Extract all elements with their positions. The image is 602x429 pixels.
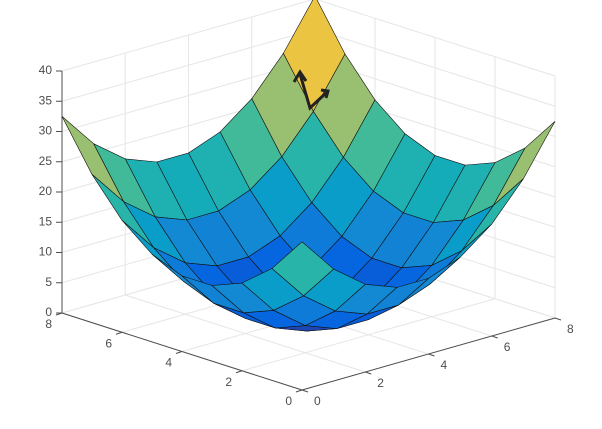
- z-tick-label: 35: [39, 93, 53, 107]
- z-tick-label: 25: [39, 154, 53, 168]
- grid-line: [314, 28, 556, 107]
- y-tick-label: 6: [105, 336, 112, 350]
- z-tick-label: 0: [45, 305, 52, 319]
- surface: [61, 0, 556, 332]
- x-tick-label: 6: [504, 340, 511, 354]
- x-tick-label: 0: [314, 394, 321, 408]
- grid-line: [61, 28, 316, 102]
- z-tick-label: 40: [39, 63, 53, 77]
- tick-mark: [295, 389, 303, 393]
- z-tick-label: 20: [39, 184, 53, 198]
- z-tick-label: 5: [45, 275, 52, 289]
- grid-line: [241, 298, 496, 372]
- tick-mark: [428, 353, 435, 357]
- tick-mark: [235, 370, 243, 374]
- grid-line: [61, 0, 314, 72]
- y-tick-label: 2: [225, 375, 232, 389]
- tick-mark: [115, 331, 123, 335]
- x-tick-label: 8: [567, 322, 574, 336]
- y-tick-label: 4: [165, 356, 172, 370]
- y-tick-label: 0: [285, 394, 292, 408]
- y-tick-label: 8: [45, 317, 52, 331]
- x-tick-label: 4: [441, 358, 448, 372]
- tick-mark: [301, 389, 309, 393]
- z-tick-label: 15: [39, 214, 53, 228]
- grid-line: [316, 0, 556, 77]
- tick-mark: [554, 317, 562, 321]
- surface-patch: [271, 241, 335, 297]
- tick-mark: [491, 335, 498, 339]
- tick-mark: [365, 371, 372, 375]
- x-tick-label: 2: [377, 376, 384, 390]
- arrow-annotation: [292, 69, 330, 111]
- tick-mark: [175, 351, 183, 354]
- z-tick-label: 10: [39, 245, 53, 259]
- z-tick-label: 30: [39, 124, 53, 138]
